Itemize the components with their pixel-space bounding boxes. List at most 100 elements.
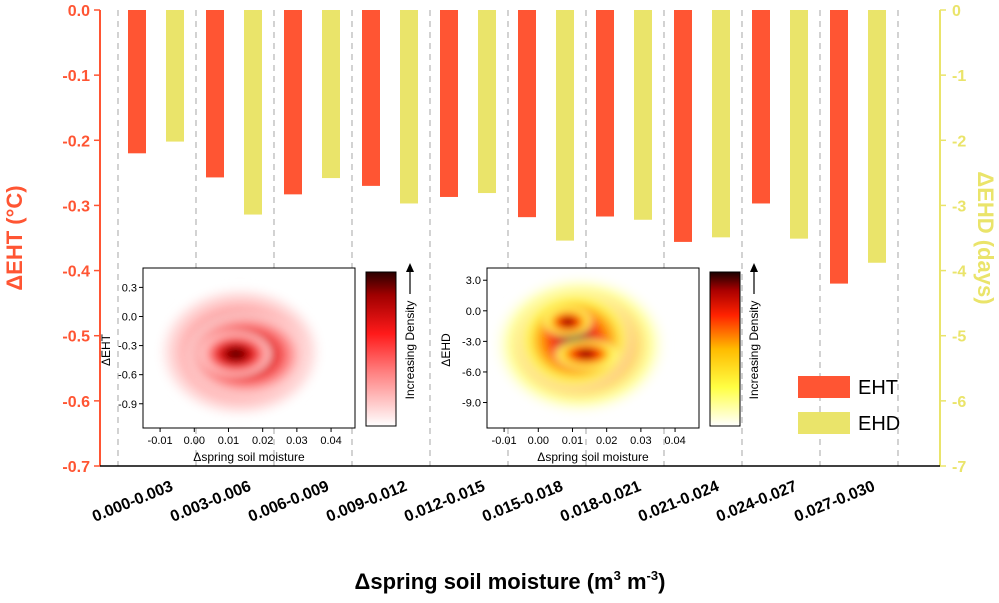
legend-swatch-ehd: [798, 412, 850, 434]
bar-ehd-5: [556, 10, 574, 241]
inset-ehd-density-core: [552, 338, 620, 370]
inset-eht-frame: [142, 267, 356, 429]
inset-2-ytick-label-1: 0.0: [466, 306, 481, 318]
inset-ehd-colorbar-arrowhead: [750, 263, 758, 272]
bar-eht-8: [752, 10, 770, 204]
bar-ehd-1: [244, 10, 262, 215]
inset-ehd-density: -0.01 0.00 0.01 0.02 0.03 0.04 3.0 0.0 -3.0 -6.0…: [439, 263, 761, 464]
inset-1-ytick-label-3: -0.6: [118, 370, 137, 382]
inset-2-xtick-label-3: 0.02: [596, 435, 617, 447]
x-tick-label-9: 0.027-0.030: [792, 478, 878, 526]
inset-2-ytick-label-3: -6.0: [462, 367, 481, 379]
left-y-axis-label: ΔEHT (°C): [2, 185, 27, 290]
inset-1-ytick-label-2: -0.3: [118, 341, 137, 353]
x-tick-label-1: 0.003-0.006: [168, 478, 254, 526]
bars: [128, 10, 886, 284]
legend-label-ehd: EHD: [858, 413, 900, 435]
bar-eht-7: [674, 10, 692, 242]
inset-1-xtick-label-5: 0.04: [320, 435, 341, 447]
x-axis-label: Δspring soil moisture (m3 m-3): [355, 568, 666, 594]
bar-ehd-9: [868, 10, 886, 263]
x-tick-label-0: 0.000-0.003: [90, 478, 176, 526]
bar-eht-9: [830, 10, 848, 284]
inset-2-ytick-label-0: 3.0: [466, 275, 481, 287]
bar-eht-1: [206, 10, 224, 178]
inset-1-xtick-label-1: 0.00: [184, 435, 205, 447]
x-tick-label-6: 0.018-0.021: [558, 478, 644, 526]
right-y-ticks: 0 -1 -2 -3 -4 -5 -6 -7: [940, 3, 966, 476]
x-tick-label-2: 0.006-0.009: [246, 478, 332, 526]
x-tick-label-3: 0.009-0.012: [324, 478, 410, 526]
inset-1-xtick-label-3: 0.02: [252, 435, 273, 447]
bar-eht-5: [518, 10, 536, 218]
left-tick-label-0: 0.0: [68, 3, 90, 20]
left-tick-label-3: -0.3: [62, 198, 90, 215]
inset-eht-colorbar: [365, 271, 397, 427]
right-tick-label-4: -4: [952, 264, 966, 281]
bar-ehd-6: [634, 10, 652, 220]
inset-1-xtick-label-0: -0.01: [148, 435, 173, 447]
inset-eht-colorbar-label: Increasing Density: [403, 301, 417, 400]
right-tick-label-6: -6: [952, 394, 966, 411]
bar-eht-6: [596, 10, 614, 217]
inset-ehd-frame: [486, 267, 700, 429]
inset-ehd-density-upper: [542, 306, 594, 338]
inset-ehd-x-ticks: -0.01 0.00 0.01 0.02 0.03 0.04: [492, 428, 686, 447]
bar-eht-2: [284, 10, 302, 195]
left-tick-label-7: -0.7: [62, 459, 90, 476]
left-tick-label-5: -0.5: [62, 329, 90, 346]
legend: EHT EHD: [798, 376, 900, 435]
inset-2-xtick-label-4: 0.03: [630, 435, 651, 447]
inset-ehd-colorbar: [709, 271, 741, 427]
right-tick-label-1: -1: [952, 68, 966, 85]
left-y-ticks: 0.0 -0.1 -0.2 -0.3 -0.4 -0.5 -0.6 -0.7: [62, 3, 100, 476]
inset-ehd-density-field: [490, 273, 670, 417]
bar-eht-0: [128, 10, 146, 154]
inset-ehd-y-ticks: 3.0 0.0 -3.0 -6.0 -9.0: [462, 275, 487, 410]
x-tick-label-5: 0.015-0.018: [480, 478, 566, 526]
bar-ehd-7: [712, 10, 730, 238]
right-tick-label-5: -5: [952, 329, 966, 346]
bar-eht-3: [362, 10, 380, 186]
right-tick-label-2: -2: [952, 133, 966, 150]
inset-2-xtick-label-2: 0.01: [562, 435, 583, 447]
left-tick-label-2: -0.2: [62, 133, 90, 150]
bar-ehd-3: [400, 10, 418, 204]
inset-1-ytick-label-1: 0.0: [122, 311, 137, 323]
inset-2-xtick-label-1: 0.00: [528, 435, 549, 447]
x-tick-labels: 0.000-0.0030.003-0.0060.006-0.0090.009-0…: [90, 478, 878, 526]
inset-eht-x-label: Δspring soil moisture: [193, 450, 305, 464]
inset-1-xtick-label-4: 0.03: [286, 435, 307, 447]
inset-eht-density: -0.01 0.00 0.01 0.02 0.03 0.04 0.3 0.0 -0.3 -0.6…: [99, 263, 417, 464]
inset-eht-y-ticks: 0.3 0.0 -0.3 -0.6 -0.9: [118, 282, 143, 411]
legend-label-eht: EHT: [858, 377, 898, 399]
bar-ehd-0: [166, 10, 184, 142]
inset-1-ytick-label-4: -0.9: [118, 399, 137, 411]
inset-1-ytick-label-0: 0.3: [122, 282, 137, 294]
inset-eht-colorbar-arrowhead: [406, 263, 414, 272]
left-tick-label-1: -0.1: [62, 68, 90, 85]
inset-ehd-x-label: Δspring soil moisture: [537, 450, 649, 464]
bar-ehd-8: [790, 10, 808, 239]
inset-ehd-colorbar-label: Increasing Density: [747, 301, 761, 400]
x-tick-label-8: 0.024-0.027: [714, 478, 800, 526]
left-tick-label-6: -0.6: [62, 394, 90, 411]
right-tick-label-0: 0: [952, 3, 961, 20]
x-tick-label-7: 0.021-0.024: [636, 478, 722, 526]
inset-eht-y-label: ΔEHT: [99, 333, 113, 366]
inset-2-ytick-label-4: -9.0: [462, 398, 481, 410]
inset-eht-density-field: [155, 284, 325, 420]
inset-ehd-y-label: ΔEHD: [439, 333, 453, 367]
right-y-axis-label: ΔEHD (days): [973, 171, 998, 304]
right-tick-label-7: -7: [952, 459, 966, 476]
inset-1-xtick-label-2: 0.01: [218, 435, 239, 447]
inset-eht-density-core: [198, 330, 274, 378]
bar-eht-4: [440, 10, 458, 197]
right-tick-label-3: -3: [952, 198, 966, 215]
bar-ehd-2: [322, 10, 340, 179]
inset-2-ytick-label-2: -3.0: [462, 336, 481, 348]
inset-2-xtick-label-0: -0.01: [492, 435, 517, 447]
bar-ehd-4: [478, 10, 496, 194]
